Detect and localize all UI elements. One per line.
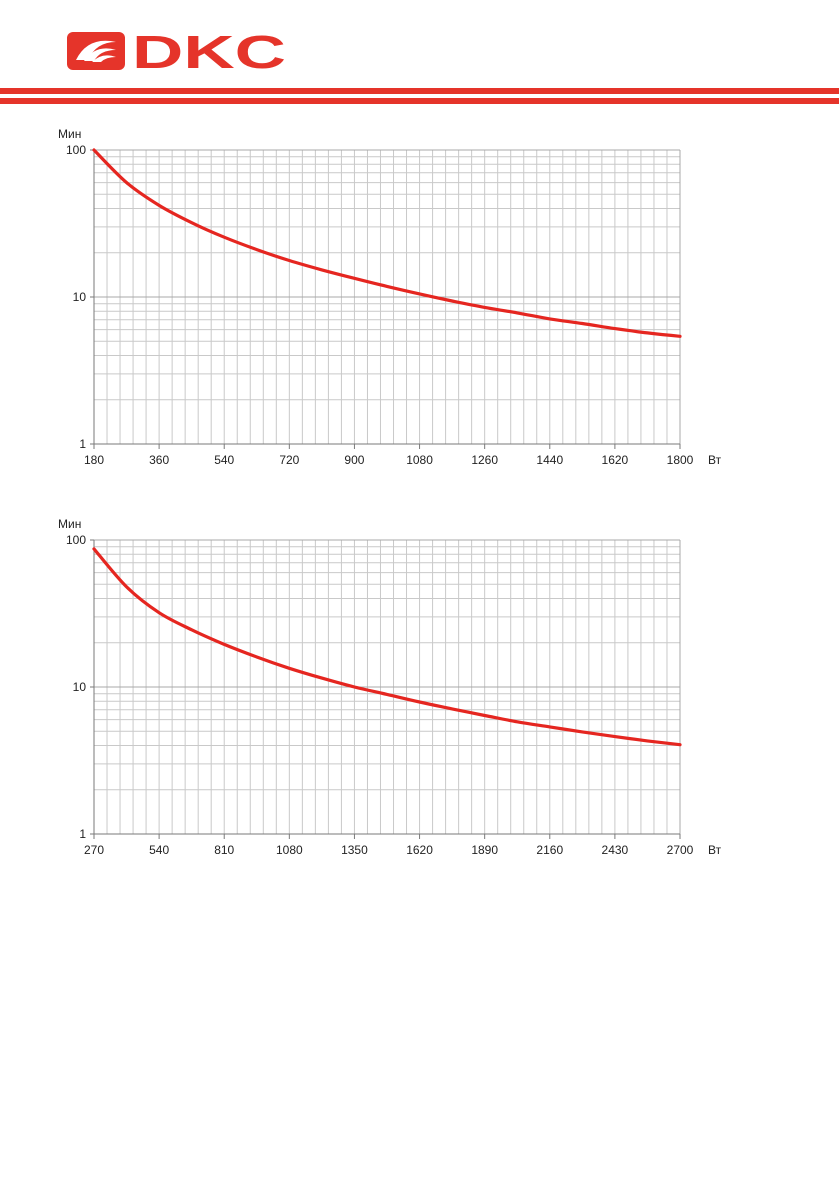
x-tick-label: 2700: [667, 843, 694, 857]
x-tick-label: 1620: [602, 453, 629, 467]
y-tick-label: 1: [79, 827, 86, 841]
y-unit-label: Мин: [58, 517, 81, 531]
dkc-logo: DKC: [67, 30, 286, 72]
y-unit-label: Мин: [58, 127, 81, 141]
x-tick-label: 720: [279, 453, 299, 467]
x-tick-label: 180: [84, 453, 104, 467]
x-tick-label: 1260: [471, 453, 498, 467]
logo-text: DKC: [132, 30, 286, 72]
header-stripe-top: [0, 88, 839, 94]
x-tick-label: 1080: [406, 453, 433, 467]
x-tick-label: 1080: [276, 843, 303, 857]
x-tick-label: 1350: [341, 843, 368, 857]
series-line: [92, 148, 682, 338]
x-tick-label: 540: [214, 453, 234, 467]
x-tick-label: 2430: [602, 843, 629, 857]
x-tick-label: 810: [214, 843, 234, 857]
series-line: [92, 547, 682, 747]
dkc-swirl-logo-icon: [67, 32, 125, 70]
chart-2: 270 540 810 1080 1350 1620 1890 2160 2430 2700 1 10…: [58, 517, 722, 857]
y-tick-label: 10: [73, 680, 87, 694]
page-header: DKC: [0, 0, 839, 112]
y-tick-label: 10: [73, 290, 87, 304]
x-tick-label: 1800: [667, 453, 694, 467]
x-tick-label: 1440: [536, 453, 563, 467]
chart-1: 180 360 540 720 900 1080 1260 1440 1620 1800 1 10 10…: [58, 127, 722, 467]
x-tick-label: 1890: [471, 843, 498, 857]
x-tick-label: 900: [344, 453, 364, 467]
x-tick-label: 270: [84, 843, 104, 857]
x-tick-label: 540: [149, 843, 169, 857]
x-tick-label: 1620: [406, 843, 433, 857]
x-tick-label: 360: [149, 453, 169, 467]
y-tick-label: 100: [66, 143, 86, 157]
x-unit-label: Вт: [708, 453, 722, 467]
x-tick-label: 2160: [536, 843, 563, 857]
y-tick-label: 1: [79, 437, 86, 451]
x-unit-label: Вт: [708, 843, 722, 857]
y-tick-label: 100: [66, 533, 86, 547]
header-stripe-bottom: [0, 98, 839, 104]
